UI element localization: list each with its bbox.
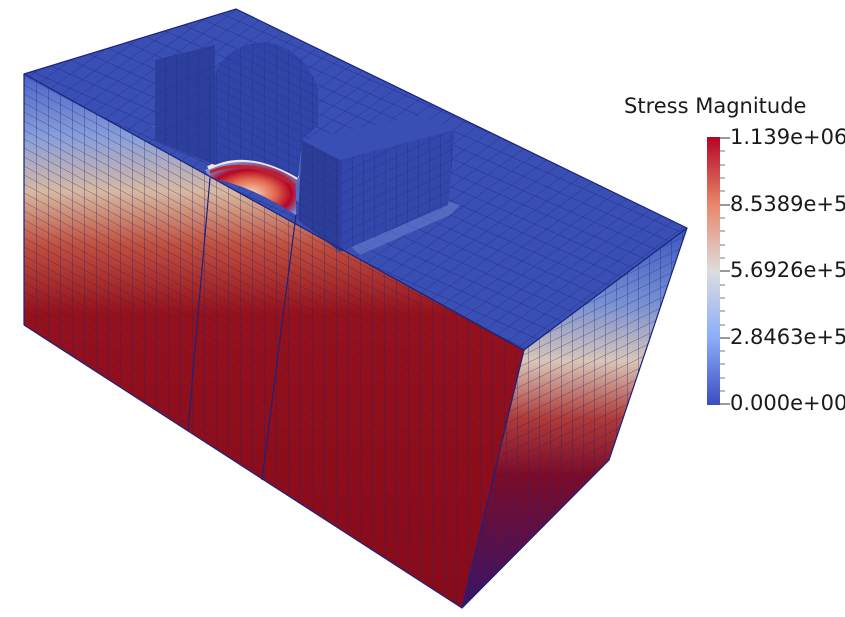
block-edges — [23, 8, 688, 609]
legend-tick-label: 0.000e+00 — [730, 391, 845, 415]
block-front-face — [24, 74, 524, 608]
legend-color-bar — [707, 137, 720, 405]
legend-minor-ticks — [720, 150, 725, 392]
right-wall-block — [298, 115, 455, 252]
legend-tick-label: 2.8463e+5 — [730, 325, 845, 349]
legend-title: Stress Magnitude — [624, 94, 807, 118]
legend-ticks — [720, 137, 730, 405]
legend-tick-label: 8.5389e+5 — [730, 192, 845, 216]
block-side-face — [462, 228, 687, 608]
color-legend — [707, 137, 730, 405]
left-wall-block — [155, 45, 215, 165]
tunnel-dome — [215, 42, 318, 178]
section-lines — [187, 177, 297, 481]
legend-tick-label: 1.139e+06 — [730, 125, 845, 149]
legend-tick-label: 5.6926e+5 — [730, 258, 845, 282]
